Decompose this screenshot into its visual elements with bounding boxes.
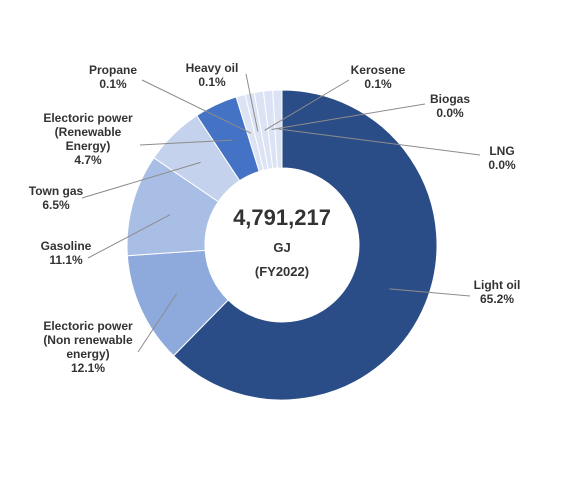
slice-label: Propane 0.1%	[89, 63, 137, 91]
slice-label: Gasoline 11.1%	[41, 239, 92, 267]
slice-light-oil	[172, 89, 438, 401]
slice-name: Electoric power	[43, 111, 133, 125]
slice-name: LNG	[489, 144, 514, 158]
slice-name: Gasoline	[41, 239, 92, 253]
slices-layer	[126, 89, 438, 401]
slice-name: Propane	[89, 63, 137, 77]
leader-lines	[81, 73, 481, 353]
slice-name: Electoric power	[43, 319, 133, 333]
slice-lng	[272, 89, 283, 169]
slice-name: Kerosene	[351, 63, 406, 77]
leader-line	[141, 79, 252, 134]
leader-line	[389, 288, 471, 297]
slice-percent: 0.1%	[364, 77, 392, 91]
slice-label: LNG 0.0%	[488, 144, 516, 172]
leader-line	[139, 139, 233, 146]
slice-label: Electoric power (Renewable Energy) 4.7%	[43, 111, 133, 167]
slice-name: energy)	[66, 347, 109, 361]
slice-label: Light oil 65.2%	[474, 278, 521, 306]
center-period: (FY2022)	[255, 264, 309, 279]
slice-percent: 65.2%	[480, 292, 514, 306]
slice-name: Biogas	[430, 92, 470, 106]
slice-percent: 12.1%	[71, 361, 105, 375]
leader-line	[278, 128, 481, 156]
slice-percent: 0.0%	[488, 158, 516, 172]
slice-label: Kerosene 0.1%	[351, 63, 406, 91]
leader-line	[87, 214, 171, 259]
slice-percent: 6.5%	[42, 198, 70, 212]
leader-line	[81, 161, 201, 199]
leader-line	[245, 73, 259, 132]
slice-percent: 4.7%	[74, 153, 102, 167]
center-total: 4,791,217	[233, 205, 331, 230]
slice-percent: 0.0%	[436, 106, 464, 120]
leader-line	[137, 293, 178, 353]
slice-name: Light oil	[474, 278, 521, 292]
slice-labels: Light oil 65.2%Electoric power (Non renewa…	[29, 61, 521, 375]
slice-percent: 0.1%	[99, 77, 127, 91]
slice-name: Energy)	[66, 139, 111, 153]
leader-line	[271, 103, 426, 130]
slice-name: (Renewable	[55, 125, 122, 139]
slice-name: Heavy oil	[186, 61, 239, 75]
slice-percent: 11.1%	[49, 253, 83, 267]
slice-label: Heavy oil 0.1%	[186, 61, 239, 89]
slice-label: Electoric power (Non renewable energy) 12.1…	[43, 319, 133, 375]
slice-label: Biogas 0.0%	[430, 92, 470, 120]
center-unit: GJ	[273, 240, 290, 255]
slice-label: Town gas 6.5%	[29, 184, 84, 212]
leader-line	[264, 79, 350, 131]
slice-percent: 0.1%	[198, 75, 226, 89]
slice-name: (Non renewable	[43, 333, 133, 347]
slice-name: Town gas	[29, 184, 84, 198]
